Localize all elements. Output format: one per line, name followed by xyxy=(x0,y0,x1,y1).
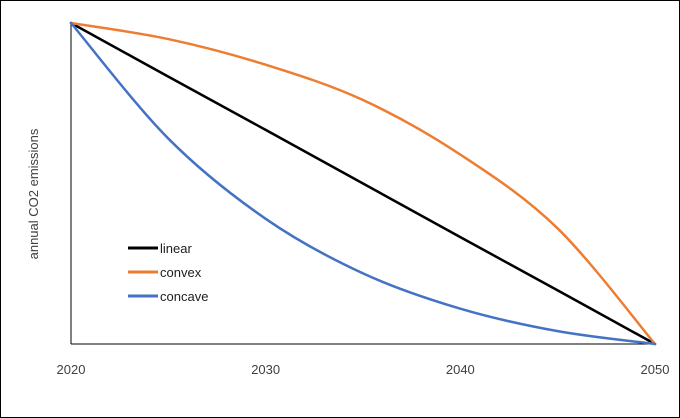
legend-label: linear xyxy=(160,241,192,256)
series-line-linear xyxy=(69,21,657,346)
x-tick-label: 2050 xyxy=(641,362,670,377)
legend-label: convex xyxy=(160,265,202,280)
x-tick-label: 2040 xyxy=(446,362,475,377)
legend-item-linear: linear xyxy=(128,241,192,256)
x-tick-labels: 2020 2030 2040 2050 xyxy=(57,362,670,377)
legend-item-convex: convex xyxy=(128,265,202,280)
legend-label: concave xyxy=(160,289,208,304)
axes xyxy=(70,23,655,345)
x-tick-label: 2030 xyxy=(251,362,280,377)
x-tick-label: 2020 xyxy=(57,362,86,377)
legend-item-concave: concave xyxy=(128,289,208,304)
y-axis-title: annual CO2 emissions xyxy=(26,128,41,259)
series-line-convex xyxy=(69,21,657,346)
series-lines xyxy=(69,21,657,346)
legend: linear convex concave xyxy=(128,241,208,304)
series-line-concave xyxy=(69,21,657,346)
